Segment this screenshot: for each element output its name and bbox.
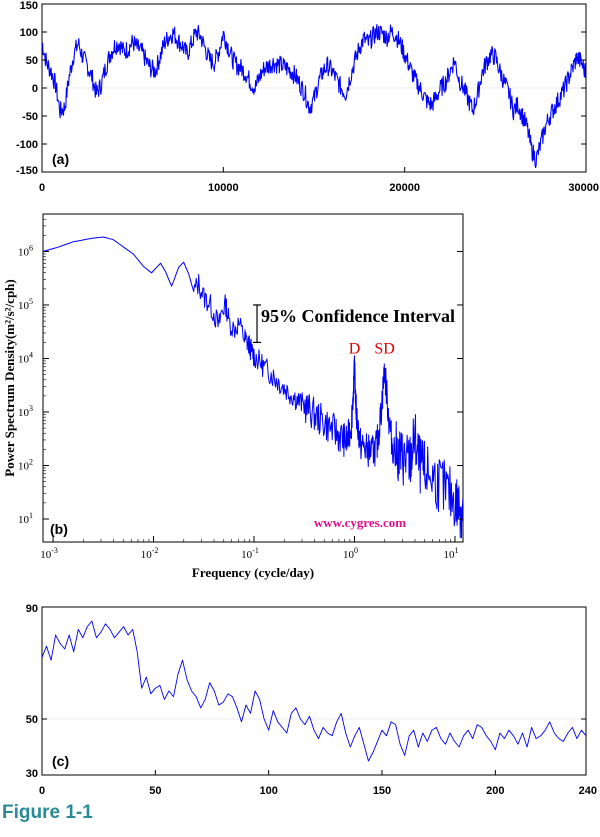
panel-c-x-tick-label: 50 — [149, 785, 161, 797]
panel-b-y-axis-label: Power Spectrum Density(m²/s²/cph) — [2, 279, 17, 476]
panel-b-x-tick-exponent: 0 — [354, 546, 358, 555]
panel-c-x-tick-label: 100 — [259, 785, 277, 797]
panel-b-x-tick-exponent: 1 — [454, 546, 458, 555]
panel-b-x-tick-exponent: -2 — [152, 546, 159, 555]
panel-a-label: (a) — [52, 151, 69, 167]
peak-label-diurnal: D — [349, 340, 361, 357]
panel-c-y-tick-label: 50 — [26, 714, 38, 726]
panel-b-x-tick-label: 10-1 — [241, 546, 259, 561]
panel-b-y-tick-exponent: 5 — [29, 297, 33, 306]
panel-b-x-tick-label: 10-3 — [40, 546, 58, 561]
panel-b-y-tick-label: 101 — [18, 511, 33, 526]
panel-b-y-tick-label: 103 — [18, 404, 33, 419]
panel-c-x-ticks: 0 50 100 150 200 240 — [39, 770, 597, 797]
panel-b-y-tick-label: 105 — [18, 297, 33, 312]
panel-a-y-tick-label: -100 — [16, 139, 38, 151]
panel-b-x-tick-exponent: -3 — [51, 546, 58, 555]
panel-b-spectrum-line — [42, 236, 464, 539]
panel-c-x-tick-label: 240 — [579, 785, 597, 797]
panel-b-y-tick-exponent: 2 — [29, 457, 33, 466]
panel-c-x-tick-label: 150 — [373, 785, 391, 797]
figure-caption: Figure 1-1 — [2, 802, 93, 823]
panel-b-y-tick-label: 102 — [18, 457, 33, 472]
panel-a-x-ticks: 0 10000 20000 30000 — [39, 167, 599, 194]
panel-a-y-tick-label: -150 — [16, 165, 38, 177]
panel-b-x-tick-label: 101 — [443, 546, 458, 561]
panel-b-y-tick-label: 106 — [18, 243, 33, 258]
panel-c-y-tick-label: 30 — [26, 768, 38, 780]
panel-b-y-tick-exponent: 1 — [29, 511, 33, 520]
panel-a-x-tick-label: 20000 — [389, 182, 420, 194]
panel-b-y-tick-exponent: 4 — [29, 350, 33, 359]
panel-a-x-tick-label: 0 — [39, 182, 45, 194]
panel-b-y-tick-label: 104 — [18, 350, 33, 365]
panel-a-x-tick-label: 30000 — [568, 182, 599, 194]
panel-b-x-tick-label: 100 — [343, 546, 358, 561]
panel-c: 90 50 30 0 50 100 150 200 240 (c) — [26, 603, 597, 797]
panel-c-x-tick-label: 0 — [39, 785, 45, 797]
confidence-interval-label: 95% Confidence Interval — [261, 306, 455, 326]
panel-a-y-tick-label: -50 — [22, 111, 38, 123]
panel-b-frame — [42, 213, 464, 543]
panel-b-x-tick-label: 10-2 — [141, 546, 159, 561]
panel-a-y-tick-label: 0 — [32, 83, 38, 95]
panel-b-x-axis-label: Frequency (cycle/day) — [192, 565, 314, 580]
panel-a-x-tick-label: 10000 — [208, 182, 239, 194]
confidence-interval-bar — [253, 304, 262, 344]
panel-b-y-tick-exponent: 6 — [29, 243, 33, 252]
panel-c-frame — [41, 606, 587, 776]
panel-a-y-ticks: 150 100 50 0 -50 -100 -150 — [16, 0, 586, 177]
panel-b-y-ticks: 101 102 103 104 105 106 — [18, 213, 463, 526]
panel-b-x-ticks: 10-3 10-2 10-1 100 101 — [40, 536, 458, 561]
panel-b-label: (b) — [50, 521, 68, 537]
peak-label-semidiurnal: SD — [374, 340, 394, 357]
panel-a: 150 100 50 0 -50 -100 -150 0 10000 20000 30000 (a… — [16, 0, 599, 194]
panel-a-y-tick-label: 100 — [20, 27, 38, 39]
panel-c-series-line — [41, 620, 587, 762]
panel-c-y-ticks: 90 50 30 — [26, 603, 586, 780]
panel-c-label: (c) — [52, 753, 69, 769]
panel-c-y-tick-label: 90 — [26, 603, 38, 615]
panel-b-x-tick-exponent: -1 — [252, 546, 259, 555]
panel-a-y-tick-label: 150 — [20, 0, 38, 12]
watermark-text: www.cygres.com — [314, 515, 406, 530]
panel-a-y-tick-label: 50 — [26, 55, 38, 67]
panel-a-series-line — [41, 24, 587, 169]
panel-b-y-tick-exponent: 3 — [29, 404, 33, 413]
panel-c-x-tick-label: 200 — [486, 785, 504, 797]
